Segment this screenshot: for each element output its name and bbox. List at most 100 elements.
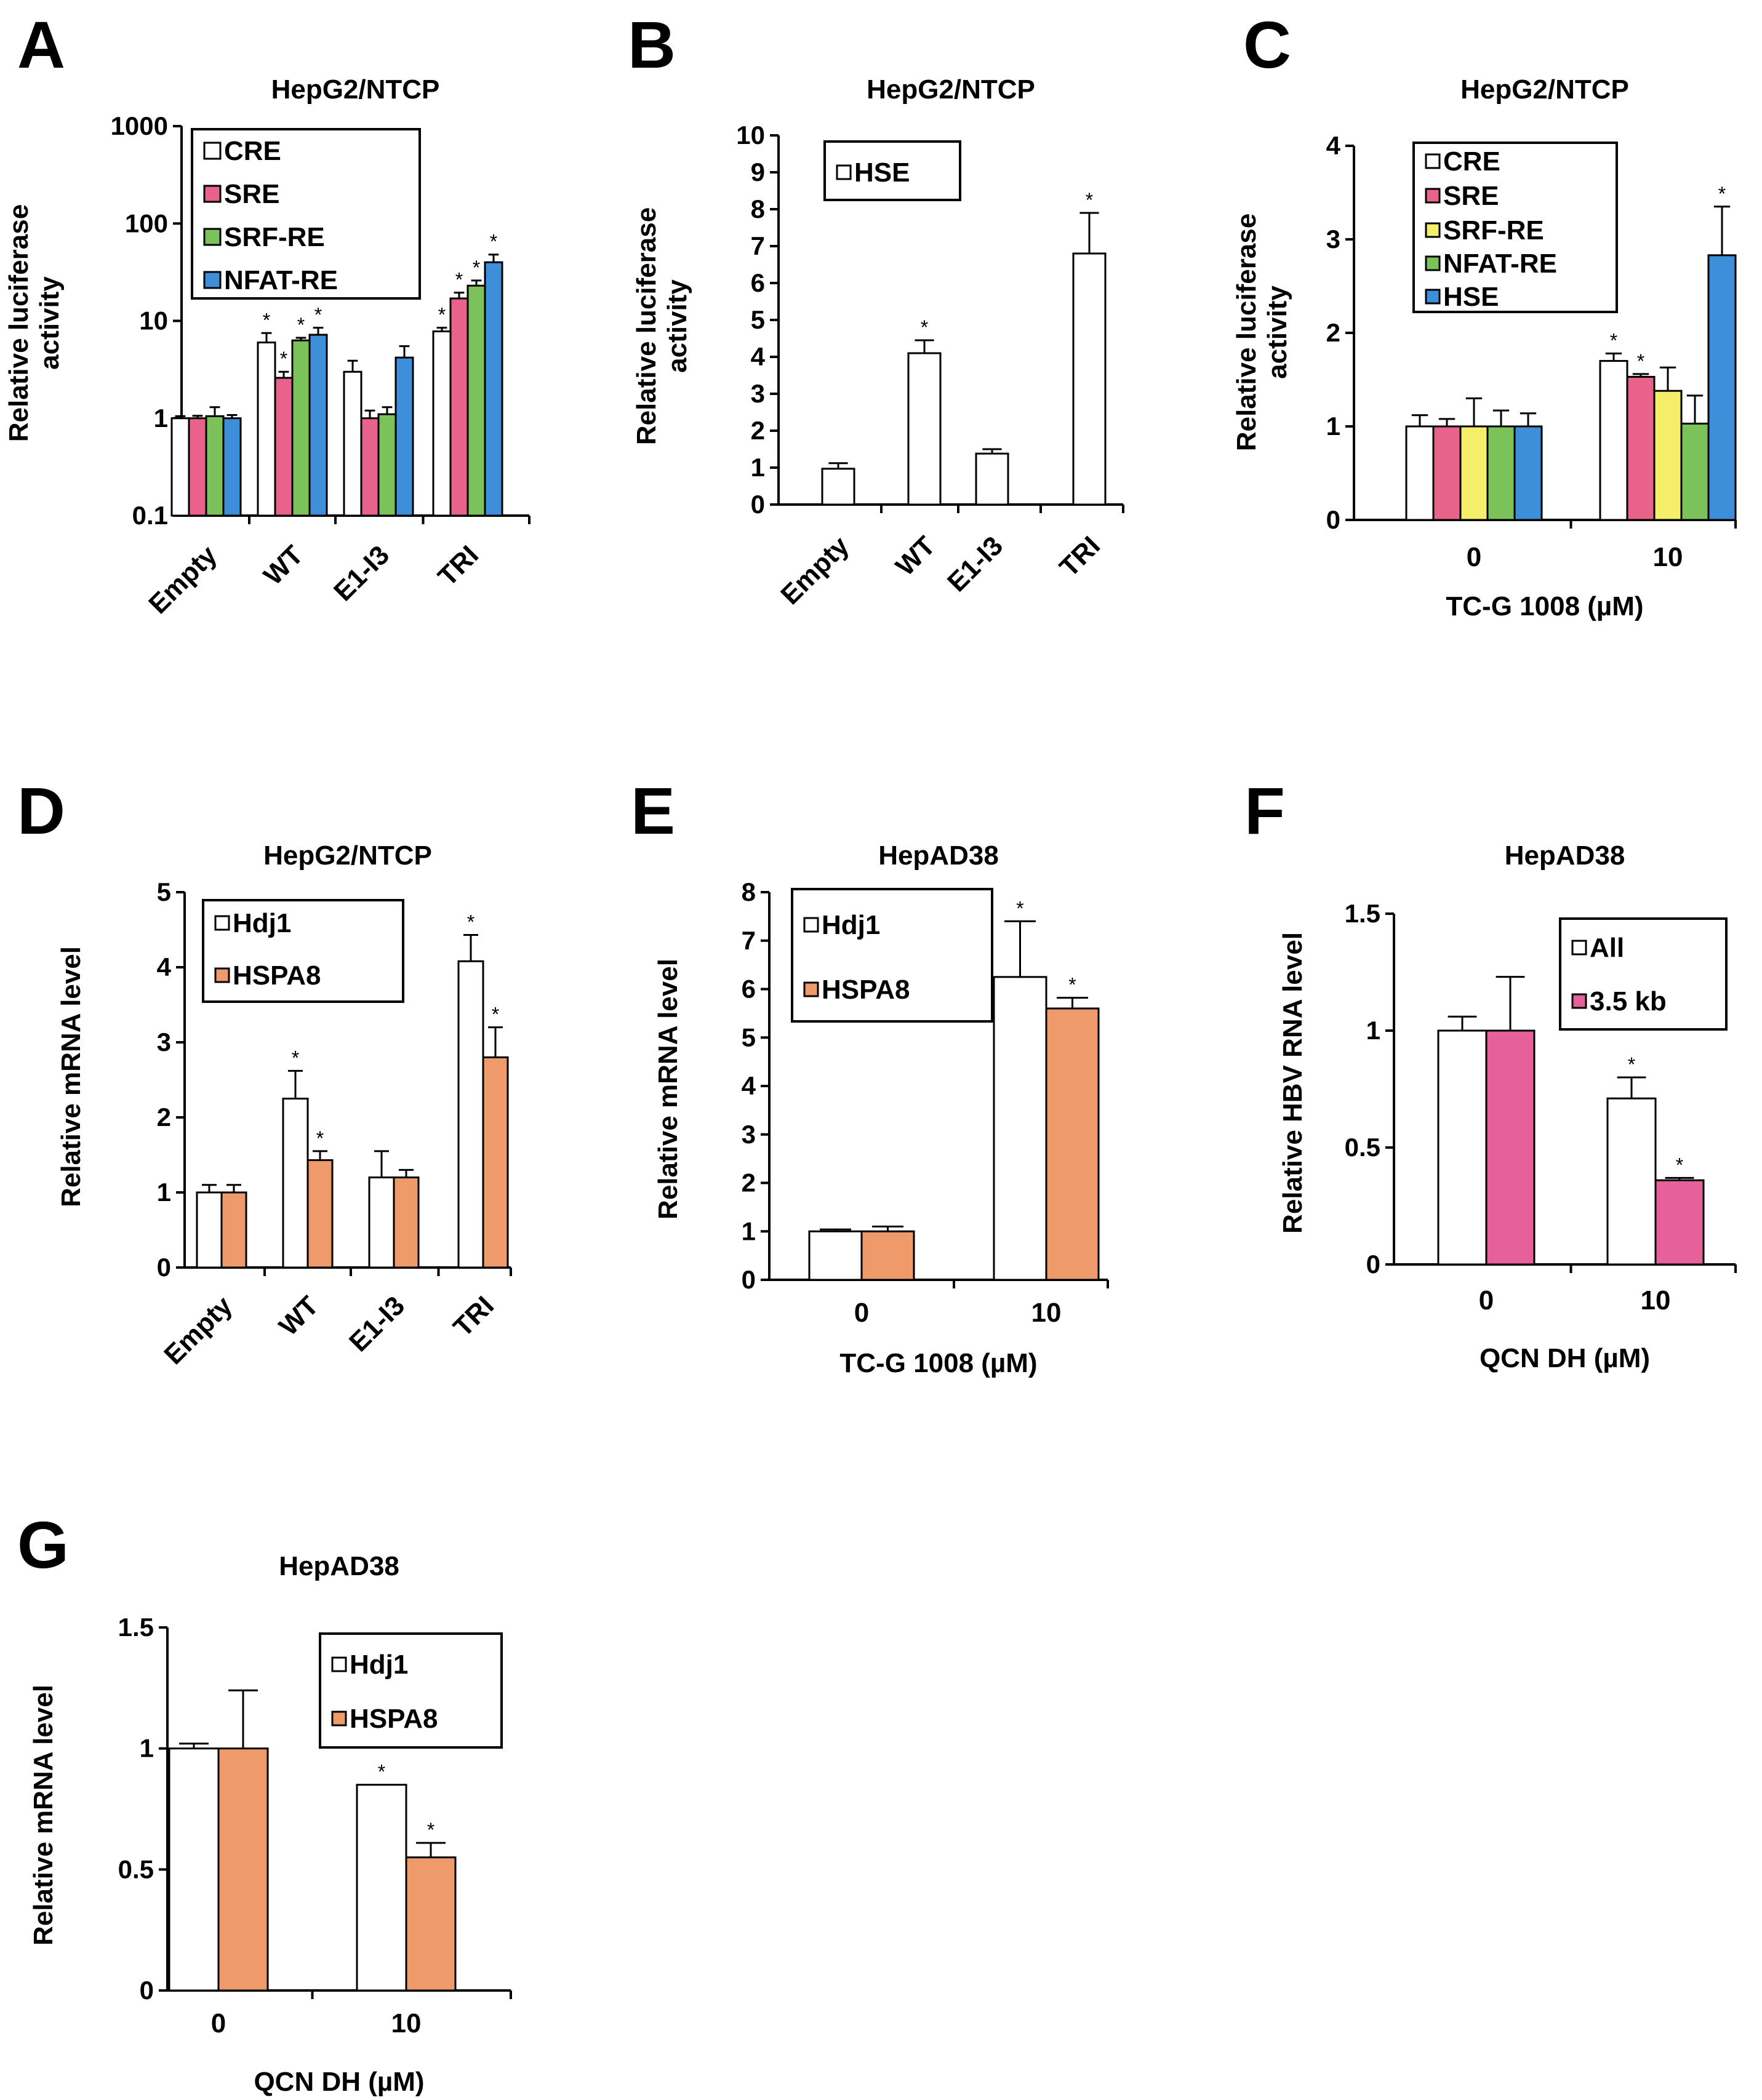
bar <box>1680 422 1710 521</box>
legend-swatch <box>1571 940 1587 956</box>
legend: HSE <box>823 140 961 201</box>
y-axis-label: Relative luciferaseactivity <box>1231 214 1292 451</box>
y-tick-label: 1 <box>1366 1016 1380 1045</box>
x-tick-label: 10 <box>1031 1298 1062 1328</box>
x-tick-label: E1-I3 <box>942 530 1009 597</box>
y-axis-label-line: activity <box>1262 285 1292 379</box>
x-tick-label: 0 <box>854 1298 869 1328</box>
bar <box>808 1230 863 1281</box>
bar <box>222 417 242 517</box>
chart-title: HepG2/NTCP <box>271 74 440 105</box>
bar <box>257 341 276 517</box>
x-tick-label: 0 <box>1479 1285 1494 1315</box>
panel-label: F <box>1244 773 1285 848</box>
y-tick-label: 1.5 <box>1345 899 1380 928</box>
legend-entry: Hdj1 <box>233 908 291 938</box>
y-tick-label: 5 <box>751 305 765 334</box>
y-tick-label: 3 <box>1326 225 1340 254</box>
panel-label: B <box>628 7 676 82</box>
legend: Hdj1 HSPA8 <box>319 1632 503 1749</box>
y-tick-label: 100 <box>125 209 168 238</box>
y-tick-label: 0 <box>751 490 765 519</box>
x-axis-label: TC-G 1008 (µM) <box>839 1348 1037 1378</box>
legend-entry: CRE <box>1443 146 1500 177</box>
bar <box>368 1176 395 1269</box>
significance-star: * <box>1016 897 1023 919</box>
legend-swatch <box>331 1711 347 1727</box>
bar <box>306 1159 334 1269</box>
significance-star: * <box>378 1761 385 1783</box>
chart-panel-F: F HepAD38 Relative HBV RNA level 0 0.5 1 1.5 * *… <box>1244 773 1737 1373</box>
legend-box <box>1559 917 1728 1031</box>
y-tick-label: 3 <box>157 1028 171 1056</box>
y-axis-label: Relative HBV RNA level <box>1278 932 1308 1234</box>
legend-entry: HSPA8 <box>822 975 910 1005</box>
bar <box>405 1856 457 1992</box>
y-axis-label-line: Relative mRNA level <box>28 1685 58 1946</box>
y-tick-label: 0 <box>140 1976 154 2005</box>
x-tick-label: Empty <box>775 530 855 610</box>
significance-star: * <box>492 1004 499 1026</box>
legend-swatch <box>836 164 852 180</box>
legend-swatch <box>203 142 222 160</box>
y-axis-label-line: Relative mRNA level <box>56 946 86 1207</box>
legend-box <box>791 888 993 1023</box>
panel-label: E <box>631 773 675 848</box>
y-tick-label: 2 <box>1326 318 1340 347</box>
bar <box>393 1176 420 1269</box>
legend-entry: HSPA8 <box>233 960 321 991</box>
x-tick-label: TRI <box>1054 530 1106 583</box>
y-tick-label: 2 <box>157 1103 171 1132</box>
y-tick-label: 2 <box>742 1168 756 1197</box>
legend-swatch <box>1425 255 1441 271</box>
x-tick-label: Empty <box>143 540 223 620</box>
bar <box>1437 1029 1488 1266</box>
x-tick-label: 0 <box>1467 542 1481 572</box>
bar <box>196 1191 223 1269</box>
legend-entry: SRE <box>224 179 279 209</box>
bar <box>360 417 380 517</box>
legend: Hdj1 HSPA8 <box>791 888 993 1023</box>
legend-entry: HSE <box>854 158 910 188</box>
y-tick-label: 3 <box>742 1120 756 1149</box>
y-tick-label: 1 <box>140 1734 154 1763</box>
chart-title: HepAD38 <box>1505 840 1625 871</box>
legend-swatch <box>203 228 222 246</box>
x-tick-label: 10 <box>1653 542 1683 572</box>
significance-star: * <box>1718 183 1726 205</box>
legend-entry: All <box>1590 933 1624 963</box>
significance-star: * <box>1610 329 1617 351</box>
y-tick-label: 0.5 <box>118 1854 154 1883</box>
y-axis-label: Relative luciferaseactivity <box>631 207 692 445</box>
y-tick-label: 0 <box>742 1265 756 1294</box>
x-tick-label: WT <box>890 530 941 581</box>
chart-panel-G: G HepAD38 Relative mRNA level 0 0.5 1 1.5 * * 0 10… <box>17 1507 512 2097</box>
x-tick-label: 0 <box>211 2008 226 2038</box>
legend-entry: Hdj1 <box>350 1650 408 1680</box>
y-tick-label: 6 <box>742 975 756 1004</box>
bar <box>1072 252 1107 506</box>
y-tick-label: 0 <box>157 1253 171 1282</box>
significance-star: * <box>292 1047 299 1069</box>
y-axis-label-line: Relative luciferase <box>4 204 34 442</box>
y-tick-label: 1 <box>751 453 765 482</box>
significance-star: * <box>921 316 928 338</box>
y-tick-label: 8 <box>751 194 765 223</box>
legend-box <box>319 1632 503 1749</box>
significance-star: * <box>490 231 497 253</box>
bar <box>449 297 469 517</box>
bar <box>457 960 484 1269</box>
y-tick-label: 10 <box>736 121 765 150</box>
legend-swatch <box>1425 153 1441 169</box>
panel-label: C <box>1243 7 1291 82</box>
y-axis-label: Relative mRNA level <box>28 1685 58 1946</box>
significance-star: * <box>455 269 463 291</box>
bar <box>993 976 1047 1281</box>
y-tick-label: 1 <box>742 1216 756 1245</box>
legend-entry: SRE <box>1443 181 1499 211</box>
y-axis-label: Relative mRNA level <box>653 959 683 1220</box>
y-axis-label: Relative luciferaseactivity <box>4 204 65 442</box>
bar <box>821 468 855 506</box>
legend-entry: 3.5 kb <box>1590 986 1667 1016</box>
